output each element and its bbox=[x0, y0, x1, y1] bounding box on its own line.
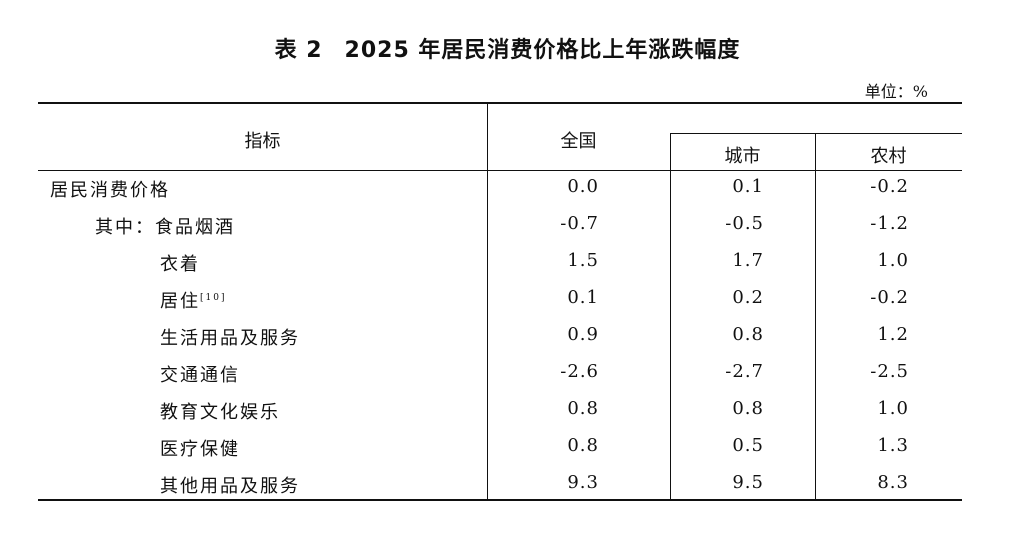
value-national: 0.9 bbox=[567, 324, 599, 345]
row-label-text: 教育文化娱乐 bbox=[160, 402, 280, 423]
value-urban: -2.7 bbox=[725, 361, 764, 382]
value-national: -0.7 bbox=[560, 213, 599, 234]
value-rural: -1.2 bbox=[870, 213, 909, 234]
value-national: -2.6 bbox=[560, 361, 599, 382]
row-label: 医疗保健 bbox=[160, 435, 240, 461]
value-urban: -0.5 bbox=[725, 213, 764, 234]
row-label-text: 其中：食品烟酒 bbox=[95, 217, 235, 238]
row-label-text: 居住 bbox=[160, 291, 200, 312]
header-national: 全国 bbox=[560, 131, 597, 152]
value-rural: 1.2 bbox=[877, 324, 909, 345]
row-label: 教育文化娱乐 bbox=[160, 398, 280, 424]
header-bottom-rule bbox=[38, 170, 962, 171]
row-label-text: 生活用品及服务 bbox=[160, 328, 300, 349]
header-subrule bbox=[670, 133, 962, 134]
value-rural: 1.3 bbox=[877, 435, 909, 456]
table-title-text: 2025 年居民消费价格比上年涨跌幅度 bbox=[344, 38, 741, 63]
value-rural: 8.3 bbox=[877, 472, 909, 493]
row-label: 其他用品及服务 bbox=[160, 472, 300, 498]
value-national: 0.0 bbox=[567, 176, 599, 197]
row-label-text: 居民消费价格 bbox=[50, 180, 170, 201]
value-urban: 0.2 bbox=[732, 287, 764, 308]
footnote-ref: [10] bbox=[200, 293, 227, 303]
row-label: 居民消费价格 bbox=[50, 176, 170, 202]
col-divider bbox=[487, 103, 488, 500]
value-rural: -0.2 bbox=[870, 176, 909, 197]
value-national: 9.3 bbox=[567, 472, 599, 493]
row-label: 交通通信 bbox=[160, 361, 240, 387]
table-number: 表 2 bbox=[274, 38, 323, 63]
value-urban: 1.7 bbox=[732, 250, 764, 271]
bottom-rule bbox=[38, 499, 962, 501]
value-national: 0.8 bbox=[567, 435, 599, 456]
value-national: 1.5 bbox=[567, 250, 599, 271]
value-urban: 0.8 bbox=[732, 398, 764, 419]
table-title: 表 2 2025 年居民消费价格比上年涨跌幅度 bbox=[0, 32, 1015, 64]
col-divider bbox=[670, 133, 671, 500]
unit-label: 单位：% bbox=[864, 82, 928, 101]
value-urban: 0.1 bbox=[732, 176, 764, 197]
row-label-text: 其他用品及服务 bbox=[160, 476, 300, 497]
row-label-text: 医疗保健 bbox=[160, 439, 240, 460]
value-urban: 0.8 bbox=[732, 324, 764, 345]
col-divider bbox=[815, 133, 816, 500]
header-urban: 城市 bbox=[724, 146, 761, 167]
row-label: 居住[10] bbox=[160, 287, 226, 313]
row-label-text: 交通通信 bbox=[160, 365, 240, 386]
row-label-text: 衣着 bbox=[160, 254, 200, 275]
value-rural: -2.5 bbox=[870, 361, 909, 382]
row-label: 其中：食品烟酒 bbox=[95, 213, 235, 239]
header-indicator: 指标 bbox=[244, 131, 281, 152]
row-label: 生活用品及服务 bbox=[160, 324, 300, 350]
row-label: 衣着 bbox=[160, 250, 200, 276]
value-urban: 9.5 bbox=[732, 472, 764, 493]
value-urban: 0.5 bbox=[732, 435, 764, 456]
value-national: 0.1 bbox=[567, 287, 599, 308]
value-rural: 1.0 bbox=[877, 250, 909, 271]
value-rural: -0.2 bbox=[870, 287, 909, 308]
value-rural: 1.0 bbox=[877, 398, 909, 419]
value-national: 0.8 bbox=[567, 398, 599, 419]
header-rural: 农村 bbox=[870, 146, 907, 167]
top-rule bbox=[38, 102, 962, 104]
